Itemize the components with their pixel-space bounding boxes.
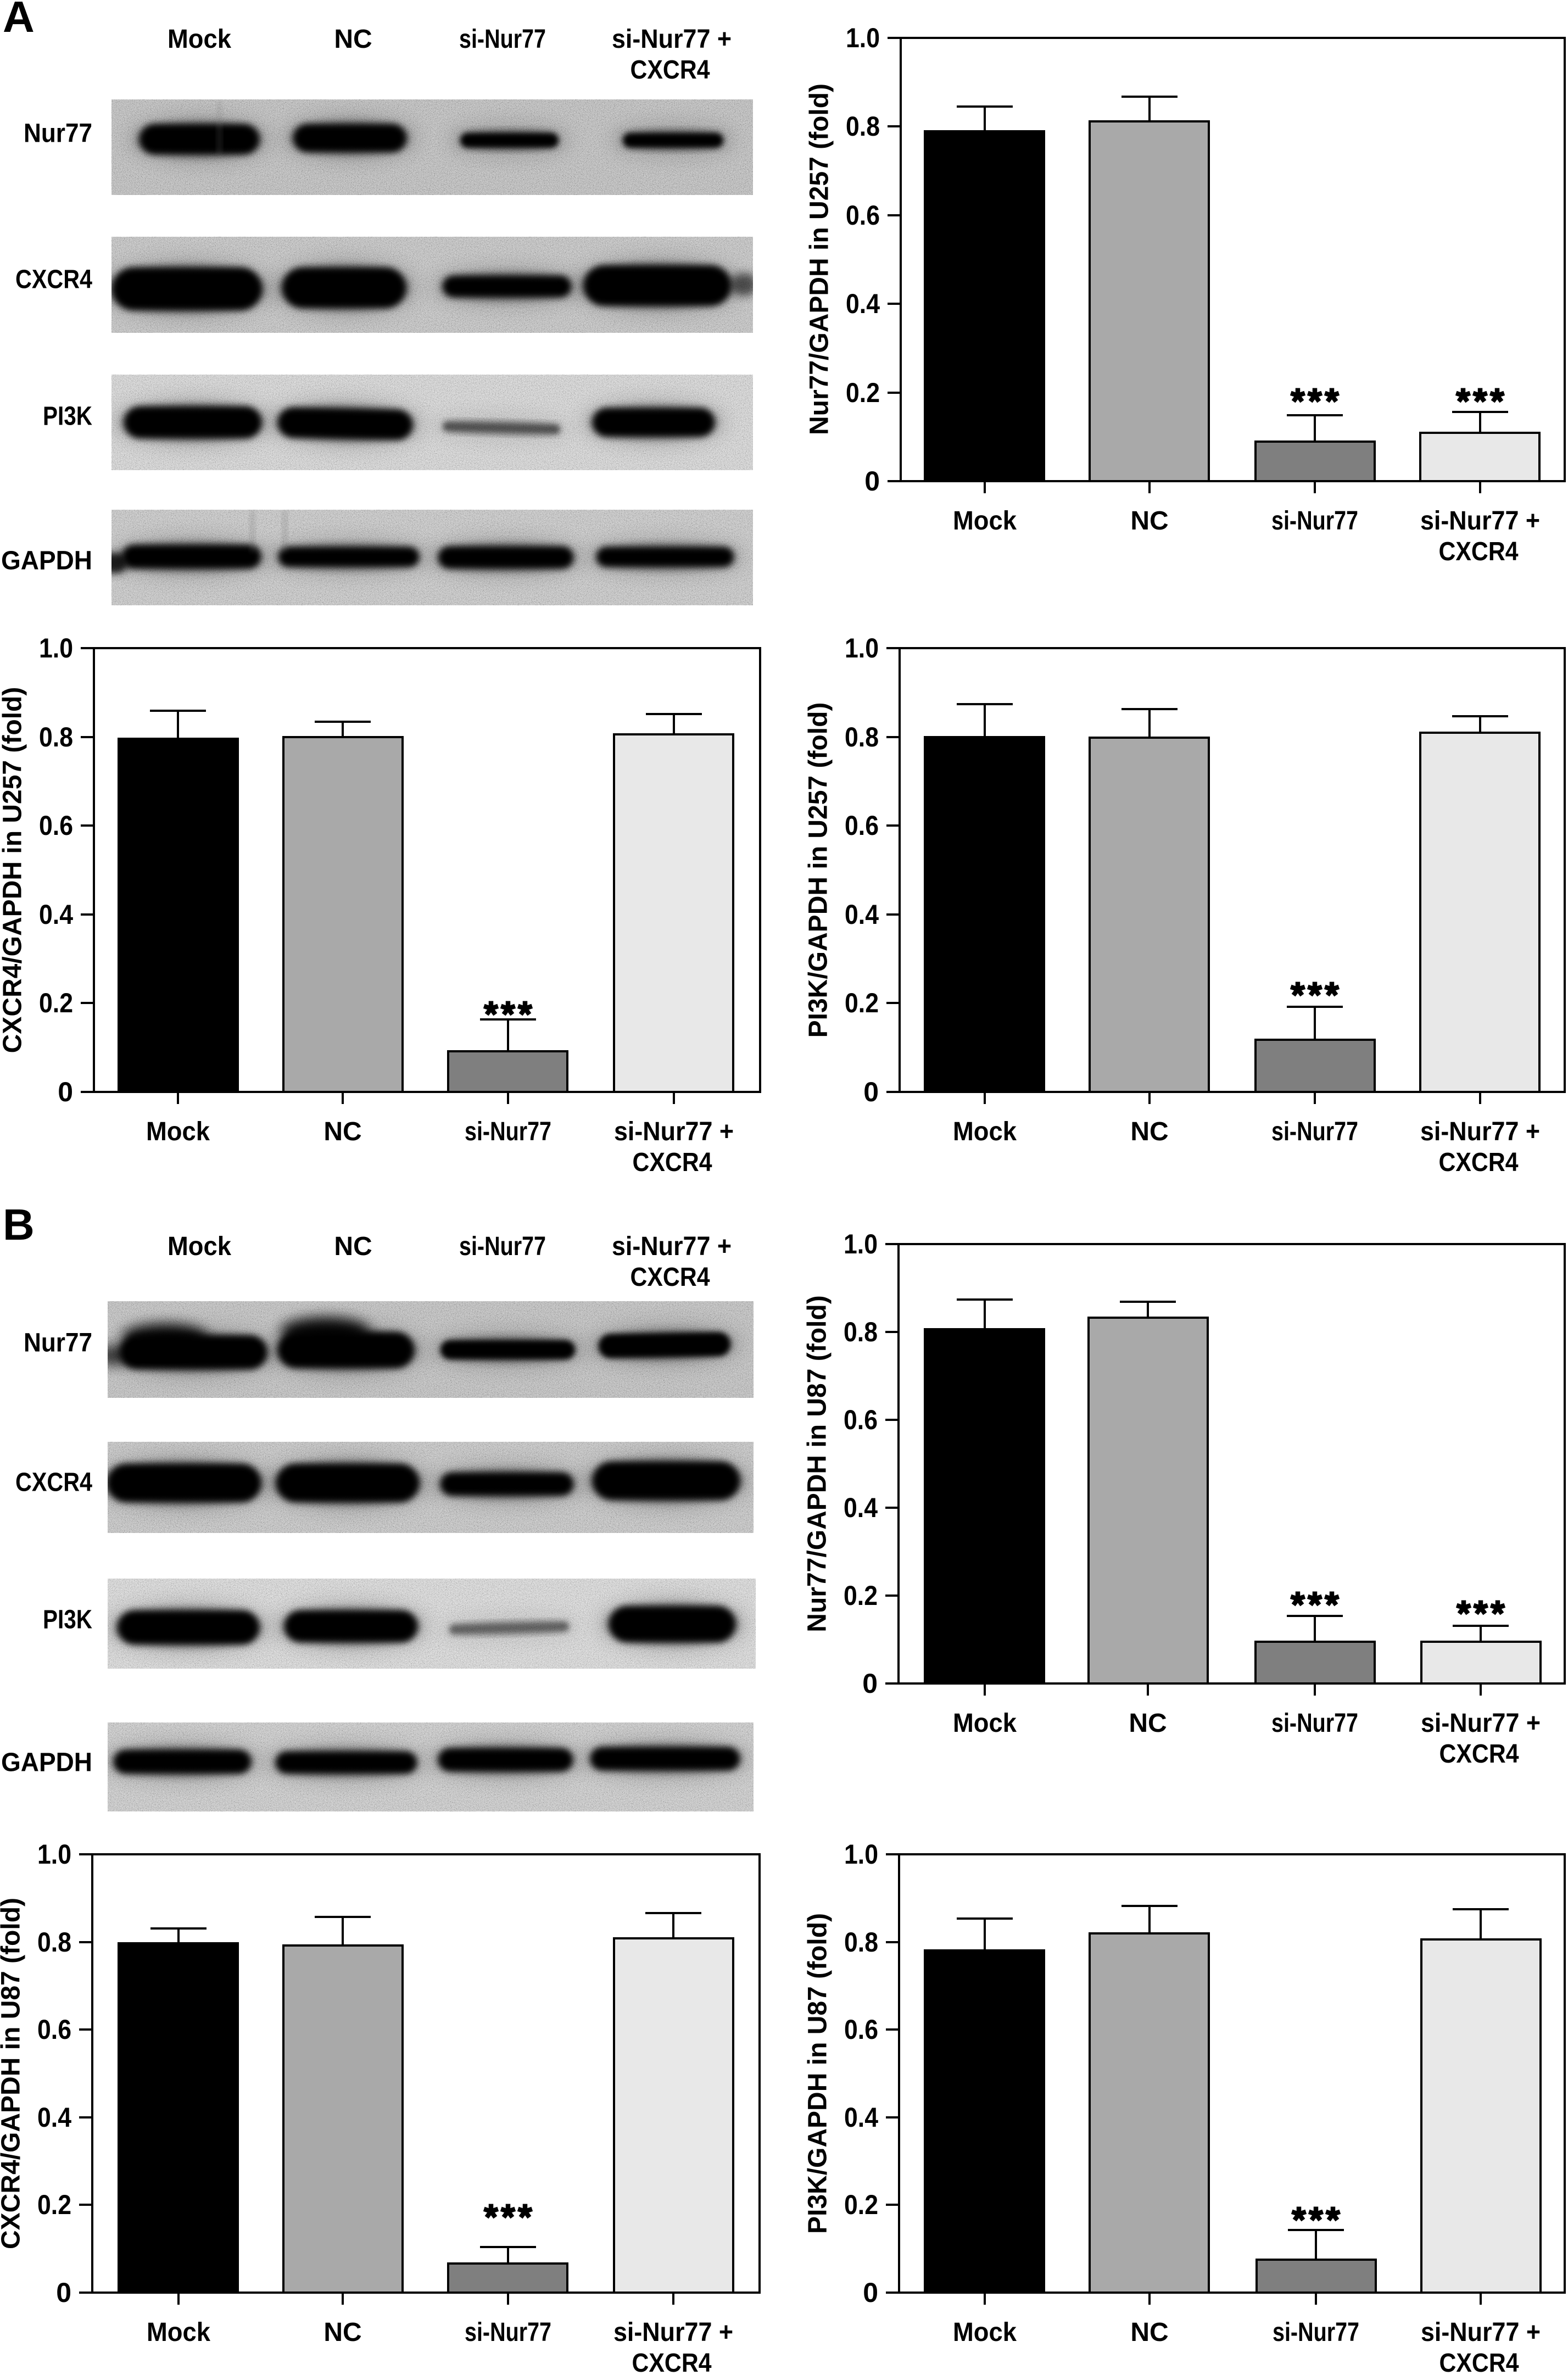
svg-text:PI3K: PI3K bbox=[43, 402, 92, 431]
svg-text:Nur77/GAPDH in U87 (fold): Nur77/GAPDH in U87 (fold) bbox=[803, 1295, 832, 1632]
svg-text:NC: NC bbox=[323, 1117, 361, 1146]
svg-text:0.4: 0.4 bbox=[846, 288, 880, 319]
svg-text:si-Nur77 +: si-Nur77 + bbox=[612, 1232, 732, 1261]
svg-text:0.6: 0.6 bbox=[845, 810, 879, 841]
svg-text:si-Nur77: si-Nur77 bbox=[465, 1117, 551, 1146]
svg-text:1.0: 1.0 bbox=[844, 1229, 878, 1259]
svg-text:si-Nur77 +: si-Nur77 + bbox=[614, 1117, 734, 1146]
svg-text:Mock: Mock bbox=[953, 2318, 1017, 2347]
svg-text:0.2: 0.2 bbox=[845, 988, 879, 1018]
svg-text:si-Nur77 +: si-Nur77 + bbox=[613, 2318, 733, 2347]
svg-text:CXCR4: CXCR4 bbox=[632, 2349, 712, 2375]
svg-text:NC: NC bbox=[334, 25, 372, 54]
svg-text:CXCR4: CXCR4 bbox=[1439, 1148, 1519, 1177]
svg-text:si-Nur77 +: si-Nur77 + bbox=[1421, 1709, 1541, 1738]
svg-text:0.2: 0.2 bbox=[846, 377, 880, 408]
svg-text:PI3K/GAPDH in U257 (fold): PI3K/GAPDH in U257 (fold) bbox=[804, 703, 833, 1038]
svg-text:NC: NC bbox=[323, 2318, 361, 2347]
svg-text:Mock: Mock bbox=[953, 506, 1017, 536]
svg-text:si-Nur77 +: si-Nur77 + bbox=[1420, 506, 1540, 536]
svg-text:Mock: Mock bbox=[147, 2318, 210, 2347]
svg-text:0.6: 0.6 bbox=[844, 2014, 878, 2045]
svg-text:1.0: 1.0 bbox=[37, 1839, 71, 1870]
svg-text:CXCR4: CXCR4 bbox=[630, 55, 710, 85]
svg-text:0.4: 0.4 bbox=[844, 2102, 878, 2133]
svg-text:CXCR4/GAPDH in U257 (fold): CXCR4/GAPDH in U257 (fold) bbox=[0, 687, 27, 1053]
svg-text:si-Nur77: si-Nur77 bbox=[1271, 506, 1358, 536]
svg-text:si-Nur77 +: si-Nur77 + bbox=[612, 25, 732, 54]
svg-text:0.8: 0.8 bbox=[37, 1927, 71, 1958]
svg-text:si-Nur77: si-Nur77 bbox=[1273, 2318, 1359, 2347]
svg-text:CXCR4: CXCR4 bbox=[1439, 537, 1519, 566]
svg-text:si-Nur77: si-Nur77 bbox=[459, 1232, 546, 1261]
svg-text:CXCR4: CXCR4 bbox=[1439, 1740, 1519, 1769]
svg-text:0: 0 bbox=[863, 1077, 879, 1107]
svg-text:1.0: 1.0 bbox=[844, 1839, 878, 1870]
svg-text:GAPDH: GAPDH bbox=[1, 547, 92, 576]
svg-text:si-Nur77: si-Nur77 bbox=[1271, 1117, 1358, 1146]
svg-text:NC: NC bbox=[1129, 1709, 1167, 1738]
svg-text:NC: NC bbox=[1130, 506, 1168, 536]
svg-text:NC: NC bbox=[1130, 1117, 1168, 1146]
svg-text:Mock: Mock bbox=[146, 1117, 210, 1146]
svg-text:0: 0 bbox=[862, 1668, 878, 1699]
svg-text:0: 0 bbox=[864, 466, 880, 497]
svg-text:Mock: Mock bbox=[168, 25, 231, 54]
svg-text:1.0: 1.0 bbox=[846, 23, 880, 53]
svg-text:NC: NC bbox=[334, 1232, 372, 1261]
svg-text:A: A bbox=[3, 0, 35, 41]
svg-text:0.8: 0.8 bbox=[844, 1317, 878, 1347]
svg-text:Nur77/GAPDH in U257 (fold): Nur77/GAPDH in U257 (fold) bbox=[805, 83, 834, 435]
svg-text:CXCR4: CXCR4 bbox=[630, 1263, 710, 1292]
svg-text:0.8: 0.8 bbox=[844, 1927, 878, 1958]
svg-text:0: 0 bbox=[863, 2277, 878, 2308]
svg-text:0.6: 0.6 bbox=[846, 200, 880, 231]
svg-text:0.8: 0.8 bbox=[845, 722, 879, 752]
svg-text:CXCR4: CXCR4 bbox=[633, 1148, 712, 1177]
svg-text:si-Nur77 +: si-Nur77 + bbox=[1421, 2318, 1541, 2347]
svg-text:0.4: 0.4 bbox=[845, 899, 879, 930]
svg-text:0.8: 0.8 bbox=[39, 722, 73, 752]
svg-text:Mock: Mock bbox=[953, 1117, 1017, 1146]
svg-text:Mock: Mock bbox=[953, 1709, 1017, 1738]
svg-text:GAPDH: GAPDH bbox=[1, 1748, 92, 1777]
svg-text:1.0: 1.0 bbox=[845, 633, 879, 664]
svg-text:CXCR4: CXCR4 bbox=[15, 265, 92, 294]
svg-text:0.2: 0.2 bbox=[39, 988, 73, 1018]
svg-text:0.4: 0.4 bbox=[39, 899, 73, 930]
svg-text:si-Nur77: si-Nur77 bbox=[465, 2318, 551, 2347]
svg-text:PI3K: PI3K bbox=[43, 1605, 92, 1635]
svg-text:0.2: 0.2 bbox=[37, 2189, 71, 2220]
svg-text:0.4: 0.4 bbox=[37, 2102, 71, 2133]
svg-text:0.2: 0.2 bbox=[844, 1580, 878, 1611]
svg-text:Mock: Mock bbox=[168, 1232, 231, 1261]
svg-text:0: 0 bbox=[56, 2277, 71, 2308]
svg-text:1.0: 1.0 bbox=[39, 633, 73, 664]
svg-text:CXCR4/GAPDH in U87 (fold): CXCR4/GAPDH in U87 (fold) bbox=[0, 1898, 26, 2249]
svg-text:NC: NC bbox=[1130, 2318, 1168, 2347]
svg-text:CXCR4: CXCR4 bbox=[1439, 2349, 1519, 2375]
svg-text:CXCR4: CXCR4 bbox=[15, 1468, 92, 1497]
svg-text:0.6: 0.6 bbox=[844, 1404, 878, 1435]
svg-text:B: B bbox=[3, 1200, 35, 1249]
svg-text:si-Nur77: si-Nur77 bbox=[459, 25, 546, 54]
svg-text:Nur77: Nur77 bbox=[24, 1329, 92, 1358]
svg-text:0.4: 0.4 bbox=[844, 1492, 878, 1523]
svg-text:Nur77: Nur77 bbox=[24, 119, 92, 148]
svg-text:0: 0 bbox=[58, 1077, 73, 1107]
svg-text:si-Nur77: si-Nur77 bbox=[1271, 1709, 1358, 1738]
svg-text:0.6: 0.6 bbox=[39, 810, 73, 841]
svg-text:0.6: 0.6 bbox=[37, 2014, 71, 2045]
svg-text:si-Nur77 +: si-Nur77 + bbox=[1420, 1117, 1540, 1146]
svg-text:0.2: 0.2 bbox=[844, 2189, 878, 2220]
svg-text:PI3K/GAPDH in U87 (fold): PI3K/GAPDH in U87 (fold) bbox=[803, 1913, 833, 2234]
svg-text:0.8: 0.8 bbox=[846, 111, 880, 142]
